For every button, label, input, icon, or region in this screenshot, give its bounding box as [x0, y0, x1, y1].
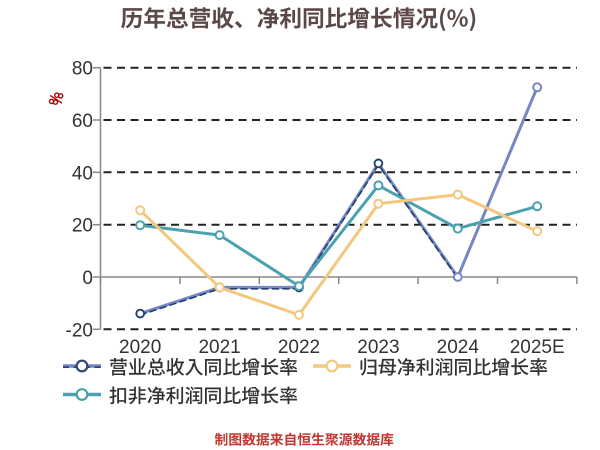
- svg-text:80: 80: [72, 59, 93, 80]
- svg-text:2020: 2020: [119, 337, 161, 358]
- svg-text:-20: -20: [66, 320, 93, 341]
- svg-text:2022: 2022: [278, 337, 320, 358]
- svg-text:60: 60: [72, 111, 93, 132]
- svg-text:20: 20: [72, 216, 93, 237]
- svg-text:40: 40: [72, 163, 93, 184]
- svg-text:2023: 2023: [357, 337, 399, 358]
- svg-text:2024: 2024: [437, 337, 480, 358]
- svg-text:2021: 2021: [198, 337, 240, 358]
- svg-text:0: 0: [82, 268, 93, 289]
- svg-text:2025E: 2025E: [510, 337, 565, 358]
